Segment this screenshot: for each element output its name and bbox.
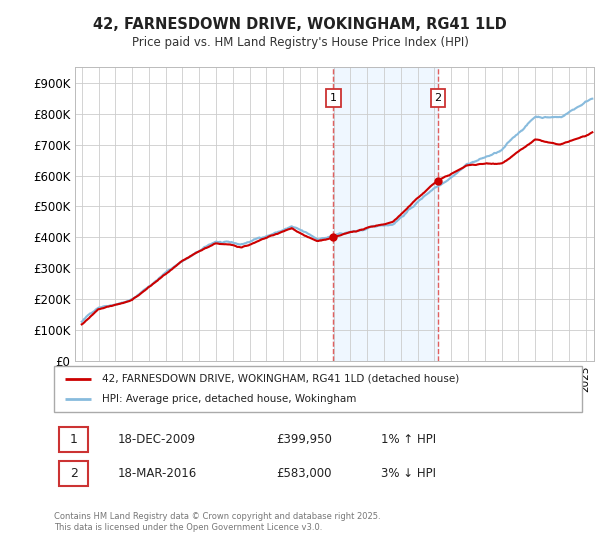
FancyBboxPatch shape — [59, 427, 88, 452]
Text: 1: 1 — [329, 93, 337, 103]
Text: Contains HM Land Registry data © Crown copyright and database right 2025.
This d: Contains HM Land Registry data © Crown c… — [54, 512, 380, 532]
Text: 1% ↑ HPI: 1% ↑ HPI — [382, 433, 436, 446]
Text: £583,000: £583,000 — [276, 466, 331, 480]
Text: 18-MAR-2016: 18-MAR-2016 — [118, 466, 197, 480]
Text: 3% ↓ HPI: 3% ↓ HPI — [382, 466, 436, 480]
Text: 42, FARNESDOWN DRIVE, WOKINGHAM, RG41 1LD (detached house): 42, FARNESDOWN DRIVE, WOKINGHAM, RG41 1L… — [101, 374, 459, 384]
Text: 2: 2 — [70, 466, 78, 480]
Text: 1: 1 — [70, 433, 78, 446]
Text: 42, FARNESDOWN DRIVE, WOKINGHAM, RG41 1LD: 42, FARNESDOWN DRIVE, WOKINGHAM, RG41 1L… — [93, 17, 507, 31]
FancyBboxPatch shape — [54, 366, 582, 412]
Text: Price paid vs. HM Land Registry's House Price Index (HPI): Price paid vs. HM Land Registry's House … — [131, 36, 469, 49]
Text: HPI: Average price, detached house, Wokingham: HPI: Average price, detached house, Woki… — [101, 394, 356, 404]
Text: 2: 2 — [434, 93, 442, 103]
FancyBboxPatch shape — [59, 461, 88, 486]
Bar — [333, 67, 438, 361]
Text: 18-DEC-2009: 18-DEC-2009 — [118, 433, 196, 446]
Text: £399,950: £399,950 — [276, 433, 332, 446]
